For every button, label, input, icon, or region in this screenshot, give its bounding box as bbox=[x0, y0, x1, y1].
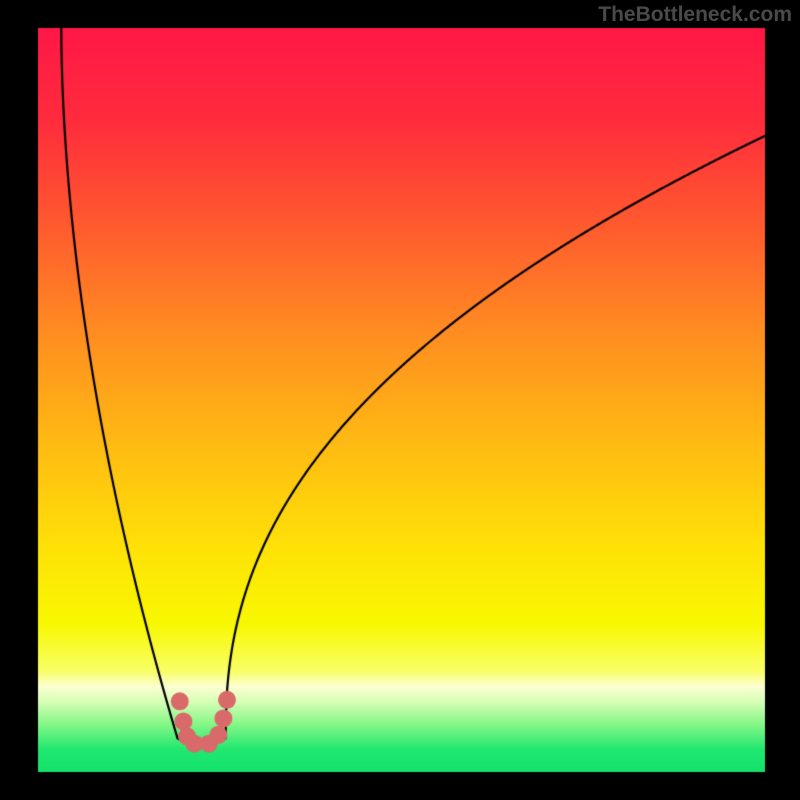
watermark-text: TheBottleneck.com bbox=[598, 3, 792, 27]
chart-canvas bbox=[0, 0, 800, 800]
chart-container: TheBottleneck.com bbox=[0, 0, 800, 800]
